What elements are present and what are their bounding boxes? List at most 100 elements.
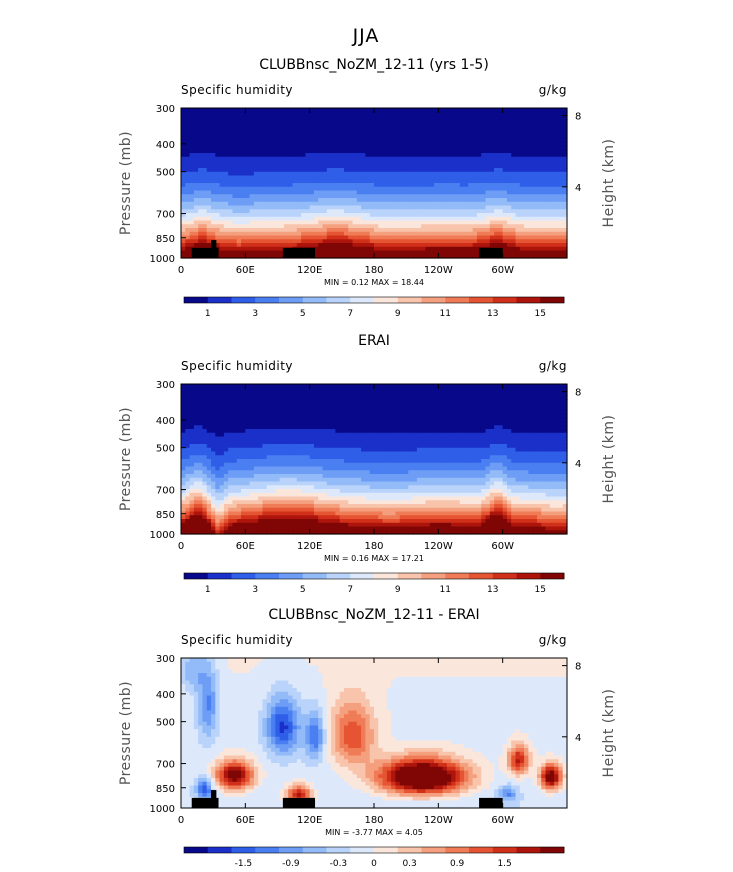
heatmap-cell [206, 111, 212, 117]
heatmap-cell [446, 175, 452, 180]
heatmap-cell [378, 141, 384, 147]
heatmap-cell [562, 186, 568, 192]
heatmap-cell [382, 126, 388, 132]
heatmap-cell [382, 190, 388, 195]
heatmap-cell [502, 171, 508, 177]
heatmap-cell [181, 216, 186, 222]
heatmap-cell [279, 384, 285, 389]
heatmap-cell [296, 175, 302, 180]
heatmap-cell [442, 108, 448, 113]
heatmap-cell [541, 205, 547, 210]
heatmap-cell [339, 175, 345, 180]
heatmap-cell [193, 108, 199, 113]
heatmap-cell [202, 496, 208, 501]
heatmap-cell [305, 134, 311, 139]
heatmap-cell [421, 213, 427, 218]
heatmap-cell [331, 179, 336, 184]
heatmap-cell [442, 145, 448, 150]
heatmap-cell [562, 115, 568, 120]
heatmap-cell [374, 138, 379, 143]
heatmap-cell [258, 526, 264, 531]
heatmap-cell [258, 414, 264, 419]
heatmap-cell [301, 447, 306, 453]
heatmap-cell [258, 250, 264, 255]
heatmap-cell [185, 432, 191, 438]
heatmap-cell [365, 198, 371, 203]
heatmap-cell [305, 395, 311, 400]
heatmap-cell [236, 466, 242, 471]
colorbar-swatch [492, 297, 517, 303]
heatmap-cell [549, 123, 555, 128]
heatmap-cell [283, 224, 289, 229]
heatmap-cell [236, 250, 242, 255]
heatmap-cell [536, 145, 542, 150]
heatmap-cell [236, 164, 242, 169]
heatmap-cell [391, 179, 397, 184]
heatmap-cell [524, 231, 529, 237]
heatmap-cell [245, 417, 251, 423]
heatmap-cell [318, 511, 324, 516]
heatmap-cell [313, 119, 319, 124]
heatmap-cell [412, 201, 418, 207]
heatmap-cell [322, 160, 328, 165]
heatmap-cell [279, 515, 285, 520]
heatmap-cell [275, 254, 281, 259]
heatmap-cell [245, 231, 251, 237]
heatmap-cell [241, 126, 246, 132]
heatmap-cell [498, 239, 504, 244]
heatmap-cell [215, 243, 221, 248]
heatmap-cell [404, 231, 409, 237]
heatmap-cell [562, 108, 568, 113]
heatmap-cell [271, 440, 276, 445]
heatmap-cell [506, 130, 512, 135]
heatmap-cell [331, 250, 336, 255]
heatmap-cell [198, 395, 204, 400]
heatmap-cell [459, 220, 465, 225]
heatmap-cell [202, 519, 208, 524]
heatmap-cell [549, 164, 555, 169]
heatmap-cell [301, 444, 306, 449]
heatmap-cell [339, 201, 345, 207]
heatmap-cell [386, 194, 392, 199]
heatmap-cell [245, 201, 251, 207]
colorbar-swatch [279, 297, 304, 303]
heatmap-cell [391, 130, 397, 135]
terrain [191, 240, 503, 258]
heatmap-cell [296, 243, 302, 248]
heatmap-cell [309, 235, 315, 240]
heatmap-cell [421, 108, 427, 113]
heatmap-cell [348, 149, 354, 154]
heatmap-cell [562, 224, 568, 229]
heatmap-cell [369, 153, 375, 158]
heatmap-cell [193, 414, 199, 419]
heatmap-cell [485, 138, 491, 143]
heatmap-cell [266, 485, 272, 490]
heatmap-cell [193, 444, 199, 449]
heatmap-cell [275, 432, 281, 438]
heatmap-cell [249, 246, 255, 252]
heatmap-cell [322, 171, 328, 177]
heatmap-cell [343, 186, 349, 192]
heatmap-cell [391, 246, 397, 252]
heatmap-cell [241, 239, 246, 244]
heatmap-cell [318, 235, 324, 240]
heatmap-cell [554, 130, 560, 135]
heatmap-cell [506, 243, 512, 248]
heatmap-cell [228, 406, 234, 411]
heatmap-cell [301, 126, 306, 132]
heatmap-cell [198, 462, 204, 468]
heatmap-cell [301, 243, 306, 248]
heatmap-cell [271, 111, 276, 117]
heatmap-cell [198, 384, 204, 389]
heatmap-cell [485, 160, 491, 165]
heatmap-cell [275, 425, 281, 430]
heatmap-cell [253, 515, 259, 520]
heatmap-cell [211, 530, 216, 535]
heatmap-cell [279, 243, 285, 248]
heatmap-cell [502, 194, 508, 199]
heatmap-cell [554, 145, 560, 150]
heatmap-cell [185, 492, 191, 498]
heatmap-cell [219, 254, 225, 259]
heatmap-cell [511, 216, 517, 222]
heatmap-cell [438, 175, 444, 180]
